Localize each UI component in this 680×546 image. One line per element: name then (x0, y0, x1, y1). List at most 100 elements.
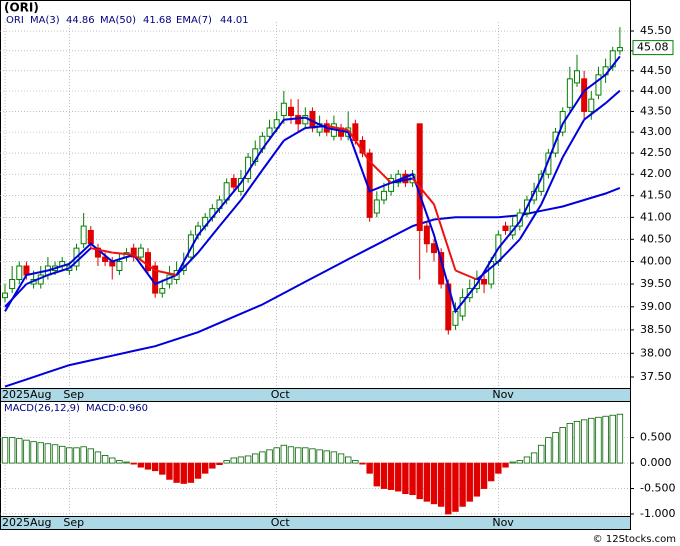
macd-bar (502, 462, 509, 468)
y-tick-label: 0.000 (640, 456, 672, 469)
macd-bar (588, 417, 595, 464)
candle-body (87, 229, 94, 245)
macd-bar (437, 462, 445, 507)
line (112, 251, 134, 256)
macd-bar (30, 441, 37, 464)
legend-name: EMA(7) (176, 15, 212, 26)
line (175, 251, 199, 276)
macd-bar (66, 447, 73, 464)
macd-bar (159, 462, 166, 475)
macd-bar (323, 450, 330, 464)
line (197, 225, 221, 254)
legend-value: 41.68 (143, 15, 172, 26)
candle-body (452, 310, 459, 326)
macd-bar (287, 446, 295, 464)
candle-body (187, 234, 194, 258)
macd-bar (173, 462, 180, 483)
macd-bar (423, 462, 431, 502)
x-tick-label: Oct (271, 388, 291, 401)
legend-symbol: ORI (6, 15, 24, 26)
y-tick-label: 40.00 (640, 255, 672, 268)
candle-body (416, 123, 423, 231)
macd-bar (309, 448, 316, 464)
macd-bar (37, 442, 44, 464)
price-panel (0, 0, 631, 389)
line (283, 127, 306, 142)
y-tick-label: 39.50 (640, 277, 672, 290)
macd-bar (116, 460, 123, 464)
macd-bar (473, 462, 481, 497)
macd-bar (144, 462, 152, 470)
macd-bar (559, 427, 566, 464)
y-tick-label: 38.00 (640, 346, 672, 359)
macd-bar (609, 414, 616, 464)
y-tick-label: 45.50 (640, 24, 672, 37)
macd-bar (166, 462, 173, 480)
legend-value: 44.86 (66, 15, 95, 26)
x-tick-label: Nov (492, 516, 514, 529)
y-tick-label: 42.50 (640, 146, 672, 159)
x-tick-label: Sep (63, 516, 84, 529)
line (455, 269, 478, 281)
candle-body (145, 252, 151, 271)
macd-bar (495, 462, 502, 474)
y-tick-label: -0.500 (640, 482, 675, 495)
macd-bar (359, 462, 366, 465)
macd-bar (459, 462, 466, 507)
macd-bar (16, 438, 23, 464)
line (368, 160, 392, 184)
macd-bar (237, 456, 245, 464)
date-strip (0, 388, 631, 402)
candle-body (280, 102, 287, 117)
candle-body (431, 243, 437, 254)
macd-bar (201, 462, 209, 474)
line (26, 274, 49, 285)
date-strip (0, 516, 631, 530)
macd-bar (23, 439, 30, 464)
macd-bar (480, 462, 488, 489)
candle-body (566, 78, 573, 108)
last-price-label: 45.08 (637, 41, 669, 54)
y-tick-label: 39.00 (640, 300, 672, 313)
candle-body (288, 106, 294, 117)
macd-bar (216, 462, 223, 465)
x-tick-label: 2025Aug (2, 516, 51, 529)
line (518, 203, 543, 240)
macd-bar (409, 462, 416, 496)
y-tick-label: 41.50 (640, 189, 672, 202)
macd-bar (223, 460, 230, 464)
candle-body (102, 256, 109, 263)
macd-bar (387, 462, 395, 490)
macd-bar (8, 437, 16, 464)
line (68, 247, 92, 269)
macd-bar (595, 416, 602, 464)
line (154, 269, 177, 276)
candle-body (380, 190, 387, 201)
line (133, 253, 156, 272)
legend-name: MA(50) (100, 15, 136, 26)
macd-bar (280, 444, 288, 464)
macd-bar (44, 443, 52, 464)
macd-bar (373, 462, 380, 487)
candle-body (116, 261, 123, 271)
macd-bar (194, 462, 202, 479)
candle-body (502, 225, 509, 231)
candle-body (137, 247, 144, 258)
macd-bar (445, 462, 452, 515)
macd-bar (552, 432, 559, 464)
y-tick-label: 41.00 (640, 210, 672, 223)
macd-bar (87, 448, 94, 464)
macd-bar (244, 455, 252, 464)
macd-bar (316, 449, 323, 464)
line (240, 169, 264, 201)
line (433, 203, 457, 271)
y-tick-label: 38.50 (640, 323, 672, 336)
candle-body (595, 74, 602, 96)
macd-bar (380, 462, 388, 489)
legend-name: MACD(26,12,9) (4, 403, 80, 414)
line (90, 247, 113, 254)
legend-name: MA(3) (30, 15, 60, 26)
y-tick-label: 43.00 (640, 125, 672, 138)
candle-body (266, 127, 273, 137)
line (476, 260, 500, 281)
